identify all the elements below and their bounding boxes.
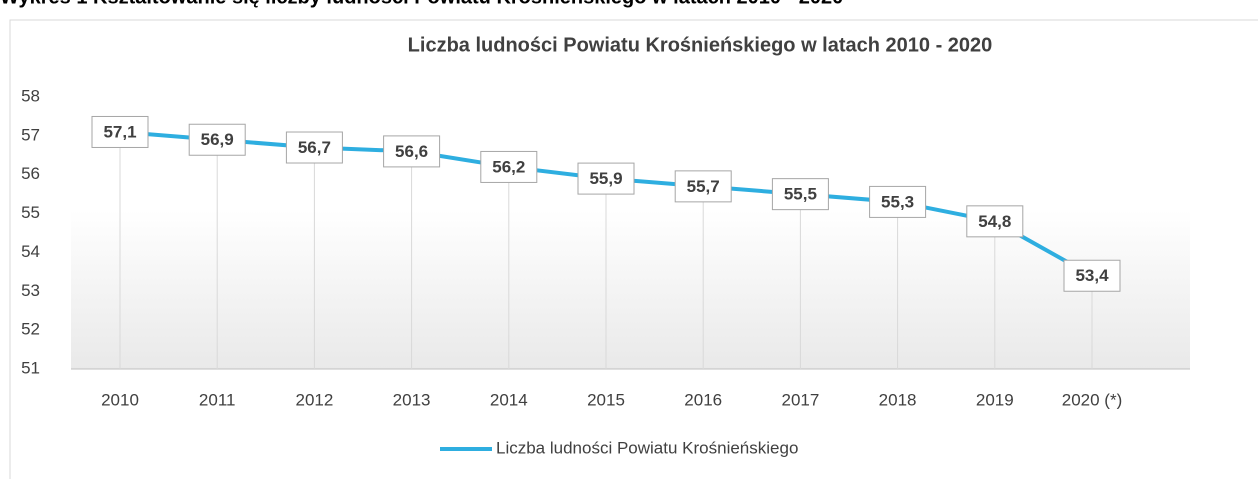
- data-label-box: [480, 150, 538, 183]
- data-label-box: [771, 178, 829, 211]
- data-label-box: [577, 162, 635, 195]
- data-label: 55,5: [784, 185, 817, 204]
- y-tick-label: 52: [21, 320, 40, 339]
- y-tick-label: 53: [21, 281, 40, 300]
- chart-title: Liczba ludności Powiatu Krośnieńskiego w…: [408, 34, 993, 56]
- x-tick-label: 2017: [781, 390, 819, 409]
- data-label-box: [383, 135, 441, 168]
- legend-label: Liczba ludności Powiatu Krośnieńskiego: [496, 438, 798, 457]
- data-label-box: [869, 185, 927, 218]
- x-tick-label: 2019: [976, 390, 1014, 409]
- data-label-box: [91, 115, 149, 148]
- y-tick-label: 55: [21, 203, 40, 222]
- x-tick-label: 2020 (*): [1062, 390, 1122, 409]
- data-label: 53,4: [1075, 266, 1109, 285]
- y-tick-label: 56: [21, 164, 40, 183]
- data-label-box: [966, 205, 1024, 238]
- data-label-box: [674, 170, 732, 203]
- y-tick-label: 54: [21, 242, 40, 261]
- x-tick-label: 2010: [101, 390, 139, 409]
- data-label: 55,3: [881, 192, 914, 211]
- data-label-box: [1063, 259, 1121, 292]
- data-label-box: [188, 123, 246, 156]
- x-tick-label: 2012: [295, 390, 333, 409]
- data-label: 55,9: [589, 169, 622, 188]
- x-tick-label: 2014: [490, 390, 528, 409]
- chart-border: [9, 19, 1258, 479]
- heading: Wykres 1 Kształtowanie się liczby ludnoś…: [0, 0, 843, 8]
- data-label: 56,7: [298, 138, 331, 157]
- x-tick-label: 2015: [587, 390, 625, 409]
- data-label: 57,1: [103, 122, 136, 141]
- x-tick-label: 2018: [879, 390, 917, 409]
- data-label: 56,2: [492, 157, 525, 176]
- y-tick-label: 57: [21, 125, 40, 144]
- x-tick-label: 2016: [684, 390, 722, 409]
- x-tick-label: 2013: [393, 390, 431, 409]
- data-label: 56,6: [395, 142, 428, 161]
- y-tick-label: 51: [21, 358, 40, 377]
- data-label: 54,8: [978, 212, 1011, 231]
- data-label: 55,7: [687, 177, 720, 196]
- data-label: 56,9: [201, 130, 234, 149]
- y-tick-label: 58: [21, 86, 40, 105]
- x-tick-label: 2011: [199, 390, 236, 409]
- data-label-box: [285, 131, 343, 164]
